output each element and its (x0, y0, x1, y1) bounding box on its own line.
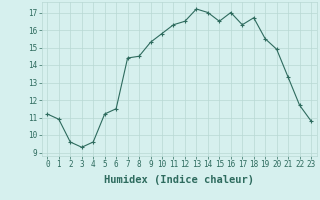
X-axis label: Humidex (Indice chaleur): Humidex (Indice chaleur) (104, 175, 254, 185)
